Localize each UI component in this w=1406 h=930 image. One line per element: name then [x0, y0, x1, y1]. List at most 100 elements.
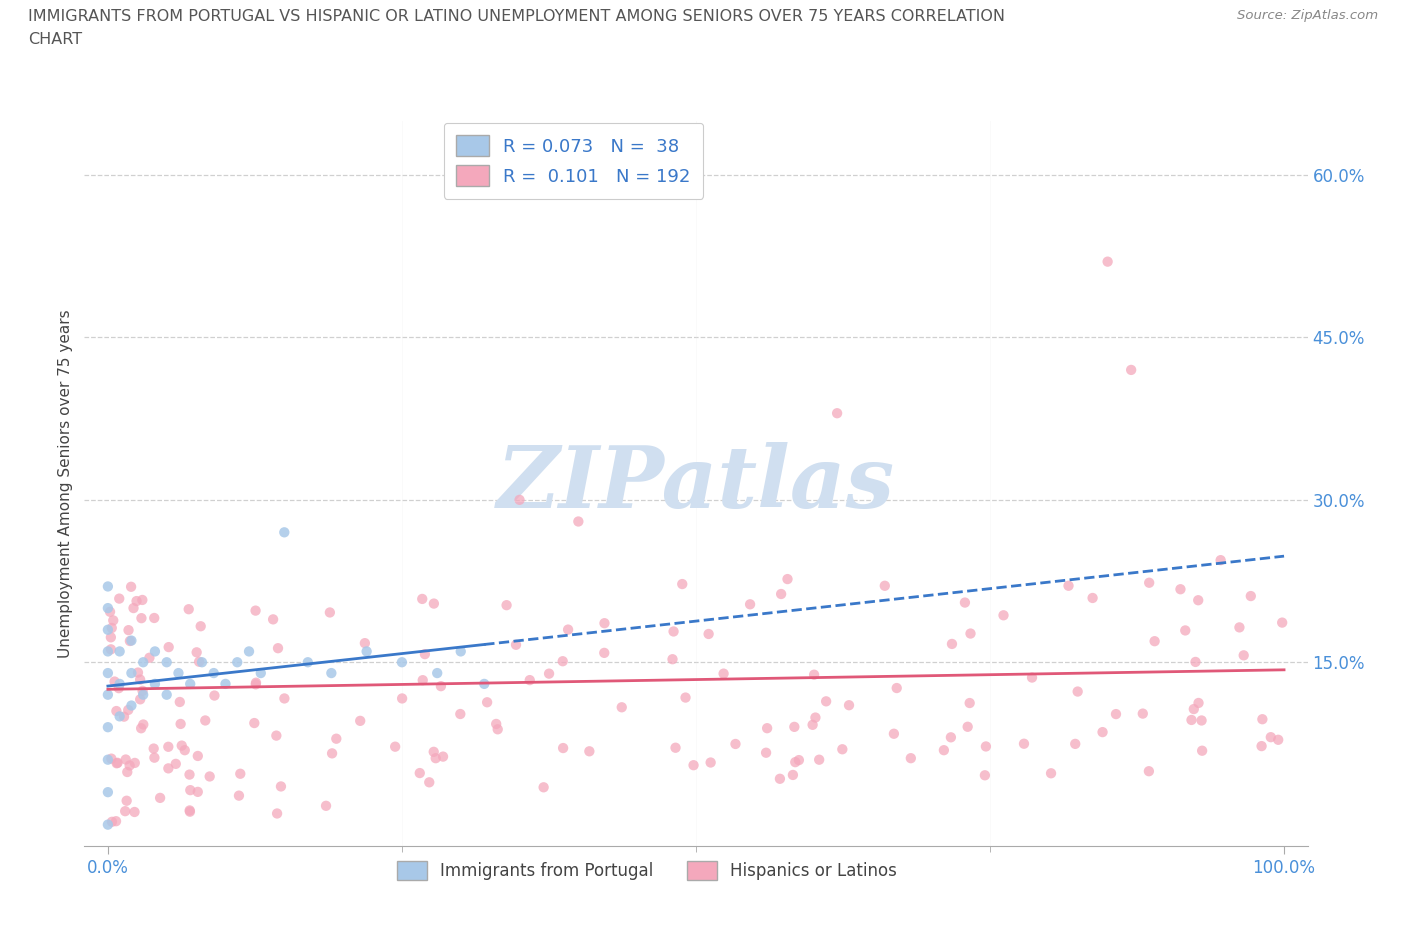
Text: Source: ZipAtlas.com: Source: ZipAtlas.com — [1237, 9, 1378, 22]
Point — [131, 611, 153, 626]
Point — [115, 793, 138, 808]
Point — [120, 698, 142, 713]
Point — [699, 755, 721, 770]
Point — [170, 738, 193, 753]
Point — [1097, 254, 1119, 269]
Point — [349, 713, 371, 728]
Point — [973, 768, 995, 783]
Point — [173, 743, 195, 758]
Point — [557, 622, 579, 637]
Point — [187, 749, 209, 764]
Point — [97, 752, 120, 767]
Point — [422, 744, 444, 759]
Point — [112, 710, 135, 724]
Point — [787, 752, 810, 767]
Point — [129, 672, 152, 687]
Point — [1191, 743, 1213, 758]
Point — [1180, 712, 1202, 727]
Point — [785, 755, 807, 770]
Point — [783, 720, 806, 735]
Point — [450, 644, 472, 658]
Point — [886, 681, 908, 696]
Point — [108, 591, 131, 606]
Point — [105, 756, 128, 771]
Point — [129, 721, 152, 736]
Point — [1091, 724, 1114, 739]
Point — [1021, 671, 1043, 685]
Point — [321, 666, 343, 681]
Point — [1191, 713, 1213, 728]
Point — [485, 716, 508, 731]
Point — [1240, 589, 1263, 604]
Point — [117, 702, 139, 717]
Point — [114, 804, 136, 818]
Point — [782, 767, 804, 782]
Point — [551, 654, 574, 669]
Point — [567, 514, 589, 529]
Point — [932, 743, 955, 758]
Point — [131, 592, 153, 607]
Point — [1081, 591, 1104, 605]
Point — [1132, 706, 1154, 721]
Point — [297, 655, 319, 670]
Point — [179, 676, 201, 691]
Point — [1271, 615, 1294, 630]
Point — [108, 676, 131, 691]
Point — [533, 780, 555, 795]
Point — [959, 696, 981, 711]
Point — [97, 687, 120, 702]
Point — [883, 726, 905, 741]
Point — [179, 767, 201, 782]
Point — [120, 579, 142, 594]
Point — [831, 742, 853, 757]
Point — [956, 719, 979, 734]
Point — [697, 627, 720, 642]
Text: ZIPatlas: ZIPatlas — [496, 442, 896, 525]
Point — [432, 750, 454, 764]
Point — [169, 716, 191, 731]
Point — [97, 720, 120, 735]
Point — [756, 721, 779, 736]
Point — [127, 665, 149, 680]
Point — [131, 684, 153, 698]
Point — [143, 644, 166, 658]
Point — [105, 814, 128, 829]
Point — [132, 687, 155, 702]
Point — [1105, 707, 1128, 722]
Point — [553, 740, 575, 755]
Point — [266, 806, 288, 821]
Y-axis label: Unemployment Among Seniors over 75 years: Unemployment Among Seniors over 75 years — [58, 310, 73, 658]
Point — [165, 756, 187, 771]
Point — [157, 739, 180, 754]
Point — [1143, 633, 1166, 648]
Point — [519, 672, 541, 687]
Point — [186, 644, 208, 659]
Point — [138, 650, 160, 665]
Point — [356, 644, 378, 658]
Point — [97, 785, 120, 800]
Point — [1121, 363, 1143, 378]
Point — [122, 601, 145, 616]
Point — [1066, 684, 1088, 699]
Point — [538, 666, 561, 681]
Point — [321, 746, 343, 761]
Point — [664, 740, 686, 755]
Point — [974, 739, 997, 754]
Point — [156, 687, 179, 702]
Point — [808, 752, 831, 767]
Point — [120, 633, 142, 648]
Point — [1184, 655, 1206, 670]
Point — [107, 755, 129, 770]
Point — [103, 613, 125, 628]
Point — [873, 578, 896, 593]
Point — [391, 691, 413, 706]
Point — [114, 752, 136, 767]
Point — [214, 676, 236, 691]
Point — [1260, 730, 1282, 745]
Point — [1251, 711, 1274, 726]
Point — [1267, 732, 1289, 747]
Point — [1040, 765, 1063, 780]
Point — [179, 804, 201, 819]
Point — [769, 771, 792, 786]
Point — [108, 644, 131, 658]
